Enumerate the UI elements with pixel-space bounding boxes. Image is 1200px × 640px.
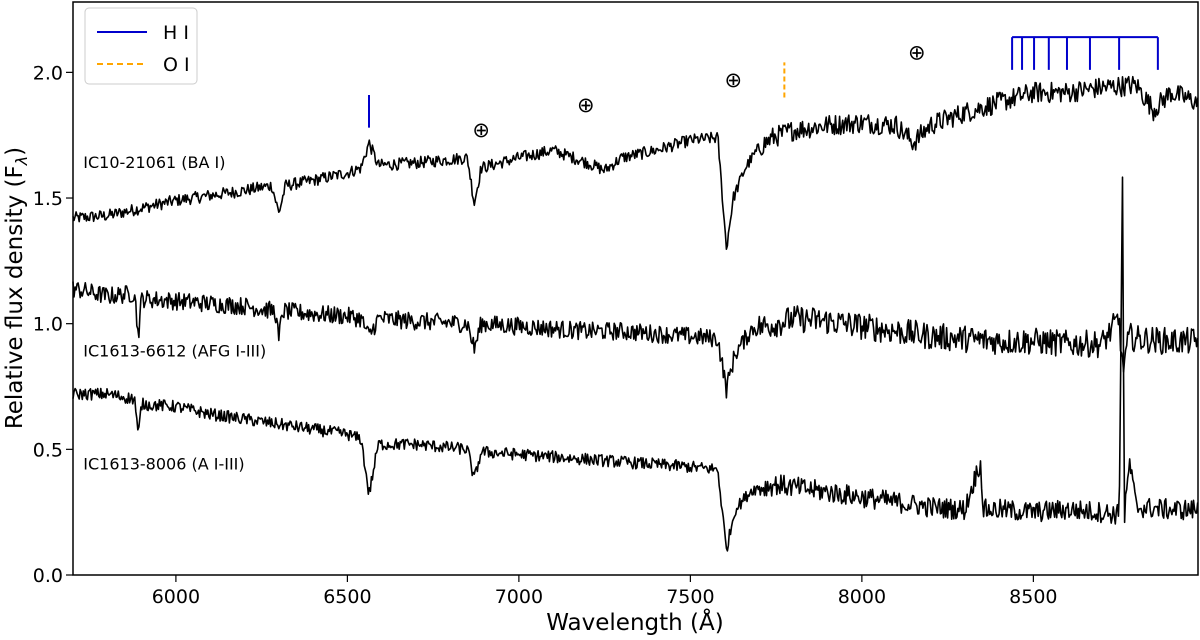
x-axis-title: Wavelength (Å) xyxy=(546,608,723,636)
x-tick-label: 7500 xyxy=(666,586,714,608)
telluric-symbol: ⊕ xyxy=(577,93,595,117)
y-tick-label: 0.0 xyxy=(33,565,63,587)
telluric-symbol: ⊕ xyxy=(908,40,926,64)
spectrum-line xyxy=(72,176,1199,552)
y-tick-label: 0.5 xyxy=(33,439,63,461)
legend-oi-label: O I xyxy=(163,54,190,76)
x-tick-label: 7000 xyxy=(495,586,543,608)
x-tick-label: 6500 xyxy=(323,586,371,608)
annotation-layer: ⊕ ⊕ ⊕ ⊕ xyxy=(367,36,1159,142)
series-label: IC1613-6612 (AFG I-III) xyxy=(83,341,266,360)
y-tick-label: 1.0 xyxy=(33,314,63,336)
series-label: IC1613-8006 (A I-III) xyxy=(83,454,244,473)
legend: H I O I xyxy=(84,7,198,85)
axes-layer: 6000 6500 7000 7500 8000 8500 0.0 0.5 1.0 1.5 2.0 xyxy=(33,62,1058,608)
telluric-symbol: ⊕ xyxy=(472,118,490,142)
spectra-layer: IC10-21061 (BA I) IC1613-6612 (AFG I-III)… xyxy=(72,75,1199,552)
y-axis-title: Relative flux density (Fλ) xyxy=(2,147,31,429)
y-tick-label: 2.0 xyxy=(33,62,63,84)
spectrum-line xyxy=(72,75,1199,250)
telluric-symbol: ⊕ xyxy=(724,68,742,92)
x-tick-label: 8000 xyxy=(838,586,886,608)
legend-hi-label: H I xyxy=(163,22,189,44)
plot-frame xyxy=(72,1,1199,576)
series-label: IC10-21061 (BA I) xyxy=(83,153,225,172)
spectrum-line xyxy=(72,281,1199,399)
y-tick-label: 1.5 xyxy=(33,188,63,210)
x-tick-label: 6000 xyxy=(152,586,200,608)
x-tick-label: 8500 xyxy=(1009,586,1057,608)
